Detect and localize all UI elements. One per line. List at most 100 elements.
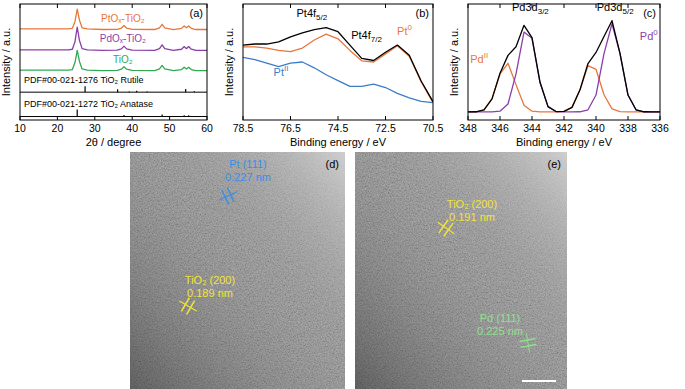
x-tick-label: 10 [14,122,26,134]
series-line [20,50,207,70]
tem-background [130,152,345,389]
stick-baseline [20,116,207,117]
annotation-superscript: II [484,51,488,60]
stick [136,91,137,92]
x-tick-top [94,4,95,8]
series-line [20,27,207,50]
stick-baseline [20,92,207,93]
annotation: Pt4f7/2 [351,29,382,44]
stick [185,89,186,92]
lattice-label: 0.227 nm [225,171,271,183]
annotation: Pt4f5/2 [297,7,328,22]
figure: 102030405060Intensity / a.u.2θ / degreeP… [0,0,685,389]
annotation: PdII [470,51,488,65]
reference-label: PDF#00-021-1272 TiO₂ Anatase [24,99,153,109]
x-tick-label: 20 [52,122,64,134]
labels: Pd3d3/2Pd3d5/2PdIIPd0 [470,1,658,65]
x-tick [338,116,339,120]
annotation: PtII [274,64,289,78]
stick [126,115,127,117]
x-tick-label: 76.5 [280,122,301,134]
tem-image-1: TiO₂ (200)0.191 nmPd (111)0.225 nm(e) [355,152,567,389]
stick [123,115,124,117]
annotation-text: Pt [274,66,284,78]
x-tick-label: 336 [651,122,669,134]
x-tick-label: 342 [555,122,573,134]
lattice-spacing [438,222,454,233]
annotation: Pt0 [397,23,412,37]
series-line [468,63,660,112]
lattice-label: 0.189 nm [187,287,233,299]
x-tick-label: 70.5 [423,122,444,134]
y-axis-label: Intensity / a.u. [223,28,235,96]
stick [129,91,130,93]
tem-shading [355,152,567,389]
x-tick-label: 348 [459,122,477,134]
x-axis-label: 2θ / degree [86,136,142,148]
annotation-subscript: 7/2 [371,35,383,44]
stick [188,115,189,116]
series-line [243,28,433,102]
annotation-superscript: 0 [407,23,412,32]
series-label: PdOₓ-TiO₂ [100,33,146,44]
x-tick-top [57,4,58,8]
labels: Pt4f5/2Pt4f7/2PtIIPt0 [274,7,413,78]
series-line [243,34,433,102]
x-tick-top [500,4,501,8]
annotation-superscript: 0 [653,28,658,37]
lattice-label: 0.225 nm [477,325,523,337]
annotation-text: Pd [470,53,483,65]
plot-1: 78.5 76.5 74.5 72.5 70.5 Intensity / a.u. Bind… [223,4,443,148]
x-tick [500,116,501,120]
x-tick-top [385,4,386,8]
series-line [468,24,660,112]
annotation-text: Pt [397,25,407,37]
x-tick-label: 72.5 [375,122,396,134]
x-tick-label: 74.5 [328,122,349,134]
annotation-text: Pt4f [351,29,372,41]
x-tick [385,116,386,120]
plot-frame [468,4,660,120]
lattice-label: TiO₂ (200) [185,274,235,286]
panel-label: (d) [326,158,339,170]
x-tick-label: 346 [491,122,509,134]
annotation: Pd0 [640,28,658,42]
labels: PtOₓ-TiO₂ PdOₓ-TiO₂ TiO₂ PDF#00-021-1276 Ti… [24,13,153,109]
x-tick-label: 50 [164,122,176,134]
x-tick-label: 30 [89,122,101,134]
lattice-label: TiO₂ (200) [447,198,497,210]
stick [84,86,85,92]
lattice-spacing [219,192,237,200]
annotation-text: Pd [640,30,653,42]
scale-bar [522,380,556,382]
lattice-label: 0.191 nm [449,211,495,223]
y-axis-label: Intensity / a.u. [448,28,460,96]
reference-label: PDF#00-021-1276 TiO₂ Rutile [24,75,144,85]
series-label: TiO₂ [113,54,133,65]
x-tick-label: 40 [126,122,138,134]
x-axis-label: Binding energy / eV [516,136,613,148]
stick [147,91,148,93]
annotation-subscript: 5/2 [316,13,328,22]
y-axis-label: Intensity / a.u. [0,28,12,96]
x-tick-label: 78.5 [233,122,254,134]
x-tick-top [132,4,133,8]
annotation-subscript: 5/2 [622,7,634,16]
x-tick [596,116,597,120]
stick [184,115,185,116]
data-group [468,21,660,112]
panel-label: (e) [548,158,561,170]
stick [120,115,121,117]
x-axis-label: Binding energy / eV [290,136,387,148]
tem-texture [355,152,567,389]
panel-label: (c) [643,7,656,19]
annotation-subscript: 3/2 [538,7,550,16]
series-label: PtOₓ-TiO₂ [101,13,145,24]
x-tick-top [338,4,339,8]
lattice-label: Pt (111) [229,158,267,170]
annotation-text: Pt4f [297,7,318,19]
stick [117,89,118,92]
lattice-spacing [179,301,196,311]
plot-frame [20,4,207,120]
stick [162,114,163,116]
